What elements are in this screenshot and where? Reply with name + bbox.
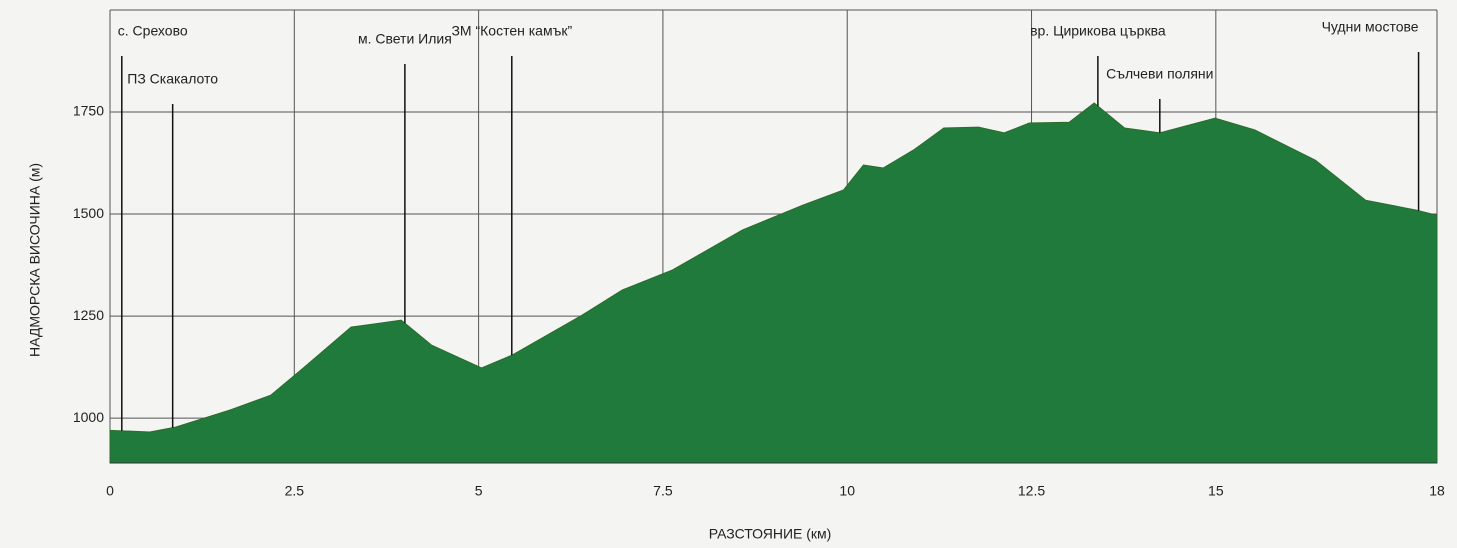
y-tick-label: 1250: [73, 307, 104, 323]
x-tick-label: 10: [839, 483, 855, 499]
landmark-label: вр. Цирикова църква: [1030, 23, 1166, 39]
x-tick-label: 12.5: [1018, 483, 1045, 499]
x-tick-label: 0: [106, 483, 114, 499]
y-tick-label: 1750: [73, 103, 104, 119]
landmark-label: Чудни мостове: [1322, 19, 1419, 35]
x-tick-label: 18: [1429, 483, 1445, 499]
landmark-label: ПЗ Скакалото: [127, 71, 218, 87]
y-axis-label: НАДМОРСКА ВИСОЧИНА (м): [27, 163, 43, 357]
x-tick-label: 2.5: [285, 483, 305, 499]
x-axis-label: РАЗСТОЯНИЕ (км): [709, 526, 832, 542]
x-tick-label: 7.5: [653, 483, 673, 499]
landmark-label: м. Свети Илия: [358, 31, 452, 47]
x-tick-label: 15: [1208, 483, 1224, 499]
landmark-label: Сълчеви поляни: [1106, 66, 1213, 82]
y-tick-label: 1000: [73, 409, 104, 425]
x-tick-label: 5: [475, 483, 483, 499]
elevation-area: [109, 102, 1438, 464]
landmark-label: с. Срехово: [118, 23, 188, 39]
y-tick-label: 1500: [73, 205, 104, 221]
landmark-label: ЗМ “Костен камък”: [451, 23, 572, 39]
